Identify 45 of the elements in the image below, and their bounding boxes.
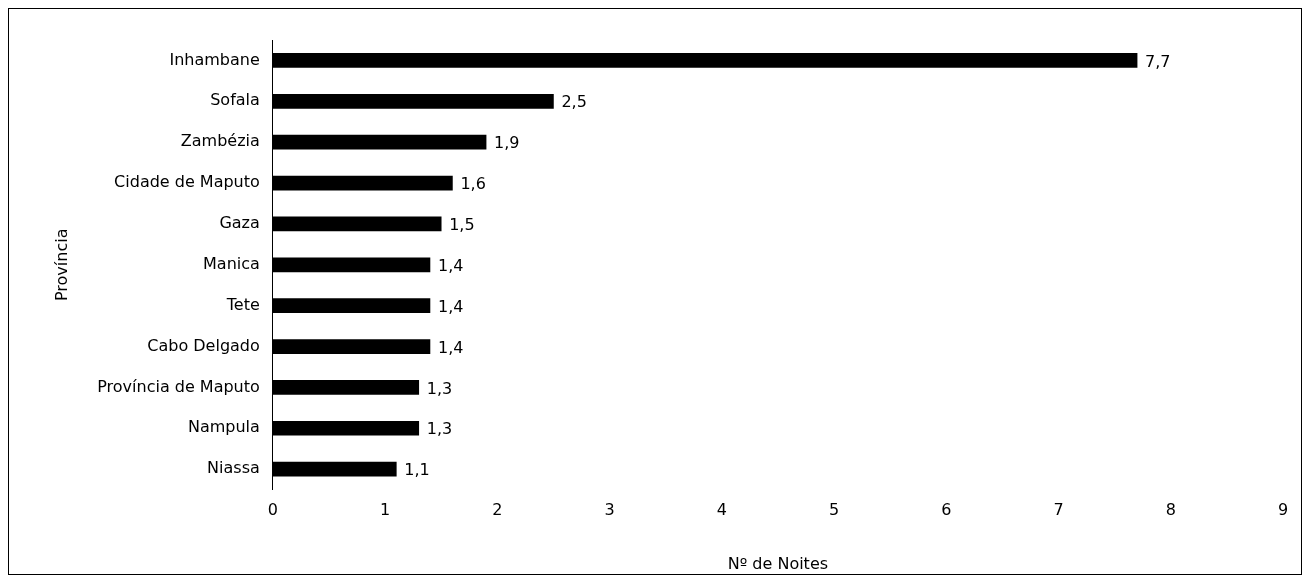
x-tick-label: 6	[941, 500, 952, 520]
bar	[272, 298, 431, 313]
y-tick-label: Cidade de Maputo	[114, 172, 260, 192]
bar	[272, 420, 420, 436]
x-axis-title: Nº de Noites	[727, 553, 829, 573]
data-label: 1,3	[426, 419, 453, 439]
x-tick-label: 4	[716, 500, 727, 520]
y-tick-label: Zambézia	[180, 131, 260, 151]
data-label: 1,3	[426, 378, 453, 398]
y-tick-label: Gaza	[219, 213, 260, 233]
bar	[272, 257, 431, 273]
bar	[272, 216, 442, 232]
data-label: 1,4	[437, 337, 464, 357]
bar	[272, 134, 487, 150]
x-tick-label: 1	[379, 500, 391, 520]
x-tick-label: 7	[1053, 500, 1064, 520]
y-tick-label: Cabo Delgado	[147, 335, 260, 355]
data-label: 1,9	[494, 133, 520, 153]
bar	[272, 175, 453, 191]
data-label: 1,5	[449, 215, 475, 235]
y-tick-label: Sofala	[210, 90, 260, 110]
x-tick-label: 2	[492, 500, 503, 520]
y-tick-label: Niassa	[207, 458, 260, 478]
x-tick-label: 3	[604, 500, 615, 520]
y-tick-label: Nampula	[187, 417, 260, 437]
data-label: 1,1	[404, 460, 430, 480]
x-tick-label: 8	[1165, 500, 1176, 520]
data-label: 1,4	[437, 296, 464, 316]
x-tick-label: 9	[1277, 500, 1289, 520]
x-tick-label: 0	[267, 500, 278, 520]
y-tick-label: Manica	[203, 253, 260, 273]
bar	[272, 461, 397, 477]
data-label: 1,6	[460, 174, 486, 194]
bar	[272, 380, 420, 395]
bar	[272, 53, 1138, 68]
y-tick-label: Tete	[225, 294, 260, 314]
data-label: 1,4	[437, 255, 464, 275]
bar	[272, 339, 431, 354]
y-axis-title: Província	[51, 228, 71, 302]
data-label: 7,7	[1145, 51, 1171, 71]
x-tick-label: 5	[828, 500, 840, 520]
bar	[272, 93, 554, 109]
data-label: 2,5	[561, 92, 587, 112]
y-tick-label: Província de Maputo	[97, 376, 260, 396]
y-tick-label: Inhambane	[169, 49, 260, 69]
